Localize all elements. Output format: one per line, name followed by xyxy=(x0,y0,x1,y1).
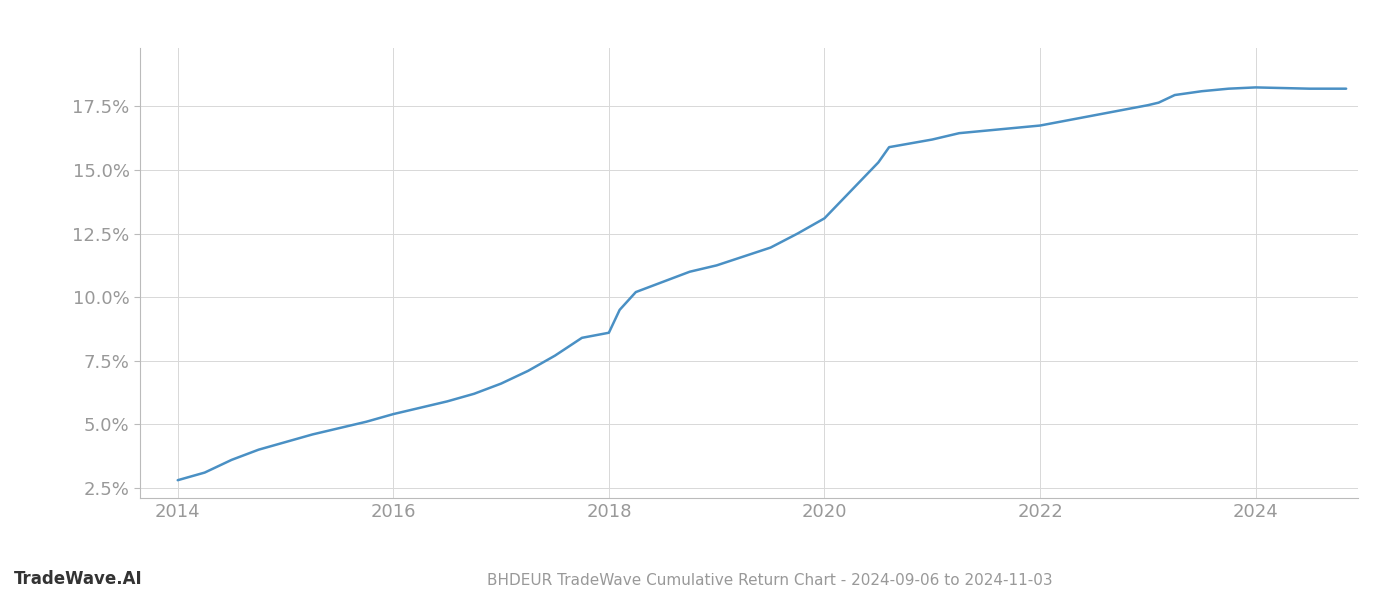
Text: TradeWave.AI: TradeWave.AI xyxy=(14,570,143,588)
Text: BHDEUR TradeWave Cumulative Return Chart - 2024-09-06 to 2024-11-03: BHDEUR TradeWave Cumulative Return Chart… xyxy=(487,573,1053,588)
